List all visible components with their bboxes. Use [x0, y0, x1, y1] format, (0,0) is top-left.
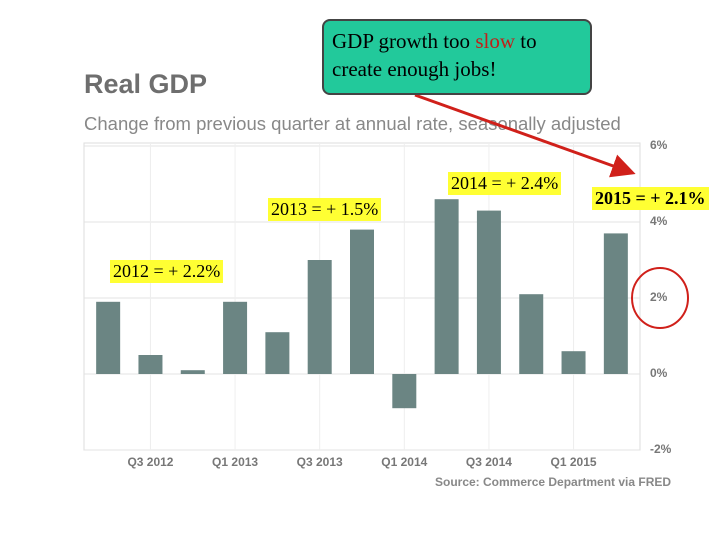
x-tick-label: Q1 2015	[551, 455, 597, 469]
bar	[392, 374, 417, 409]
y-tick-label: 2%	[650, 290, 668, 304]
y-tick-label: 6%	[650, 138, 668, 152]
y-tick-label: 0%	[650, 366, 668, 380]
bar	[603, 233, 628, 374]
x-tick-label: Q3 2012	[127, 455, 173, 469]
annotation: 2013 = + 1.5%	[268, 198, 382, 221]
source: Source: Commerce Department via FRED	[435, 475, 671, 489]
y-tick-label: -2%	[650, 442, 672, 456]
bar	[476, 210, 501, 374]
bar	[265, 332, 290, 374]
x-tick-label: Q3 2014	[466, 455, 512, 469]
bar	[519, 294, 544, 374]
x-tick-label: Q1 2014	[381, 455, 427, 469]
annotation: 2015 = + 2.1%	[592, 187, 709, 210]
x-tick-label: Q1 2013	[212, 455, 258, 469]
annotation: 2012 = + 2.2%	[110, 260, 224, 283]
y-tick-label: 4%	[650, 214, 668, 228]
bar	[307, 260, 332, 374]
chart-subtitle: Change from previous quarter at annual r…	[84, 113, 621, 134]
chart-title: Real GDP	[84, 69, 207, 99]
bar	[180, 370, 205, 374]
bar	[350, 229, 374, 374]
x-tick-label: Q3 2013	[297, 455, 343, 469]
callout-emphasis: slow	[475, 29, 515, 53]
callout: GDP growth too slow to create enough job…	[322, 19, 592, 95]
bar	[434, 199, 459, 374]
bar	[561, 351, 586, 374]
bar	[138, 355, 163, 374]
callout-text: to create enough jobs!	[332, 29, 537, 81]
highlight-circle	[631, 267, 689, 329]
bar	[223, 301, 248, 374]
arrow	[414, 93, 636, 178]
callout-text: GDP growth too	[332, 29, 476, 53]
bar	[96, 301, 121, 374]
annotation: 2014 = + 2.4%	[448, 172, 562, 195]
